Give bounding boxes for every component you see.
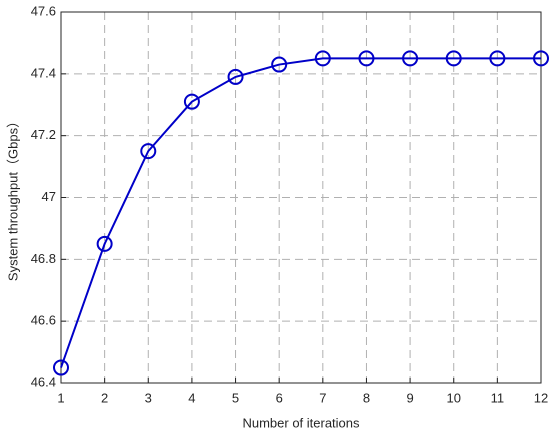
x-tick-label: 10 [446, 390, 460, 405]
plot-frame [60, 11, 542, 384]
x-tick-label: 7 [319, 390, 326, 405]
data-point [533, 50, 549, 67]
data-point [227, 68, 244, 85]
y-tick-label: 47.2 [31, 127, 56, 142]
data-point [489, 50, 506, 67]
data-point [445, 50, 462, 67]
x-tick-label: 6 [276, 390, 283, 405]
x-tick-label: 3 [145, 390, 152, 405]
y-tick-label: 46.4 [31, 374, 56, 389]
x-tick-label: 4 [188, 390, 195, 405]
data-point [271, 56, 288, 73]
x-tick-label: 5 [232, 390, 239, 405]
x-tick-label: 12 [534, 390, 548, 405]
x-tick-label: 11 [491, 390, 505, 405]
data-point [183, 93, 200, 110]
y-axis-label: System throughput（Gbps） [5, 115, 20, 281]
data-point [314, 50, 331, 67]
y-tick-label: 47 [42, 189, 56, 204]
x-tick-label: 9 [406, 390, 413, 405]
data-point [53, 359, 69, 376]
data-point [140, 143, 157, 160]
y-tick-label: 46.8 [31, 251, 56, 266]
x-tick-label: 8 [363, 390, 370, 405]
x-tick-label: 2 [101, 390, 108, 405]
data-point [402, 50, 419, 67]
y-tick-label: 47.6 [31, 3, 56, 18]
data-point [358, 50, 375, 67]
data-point [96, 235, 113, 252]
y-tick-label: 46.6 [31, 313, 56, 328]
y-tick-label: 47.4 [31, 65, 56, 80]
x-axis-label: Number of iterations [242, 415, 360, 430]
x-tick-label: 1 [57, 390, 64, 405]
